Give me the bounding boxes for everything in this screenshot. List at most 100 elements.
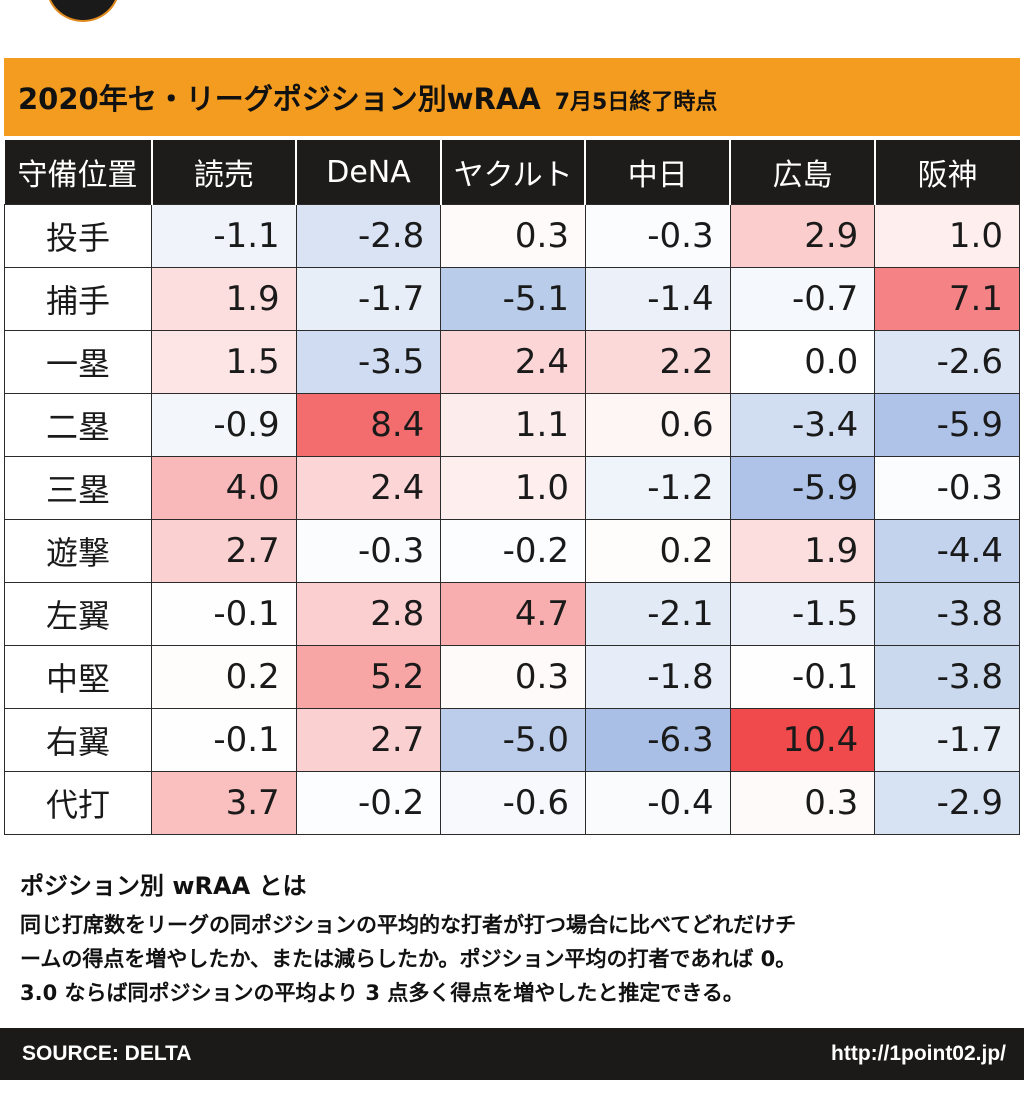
value-cell: -3.8: [874, 582, 1020, 646]
value-cell: -4.4: [874, 519, 1020, 583]
value-cell: -0.3: [295, 519, 442, 583]
value-cell: -3.5: [295, 330, 442, 394]
value-cell: 0.3: [440, 204, 586, 268]
value-cell: 0.6: [584, 393, 731, 457]
value-cell: -0.1: [729, 645, 876, 709]
table-row: 捕手 1.9 -1.7 -5.1 -1.4 -0.7 7.1: [4, 267, 1020, 331]
chart-title: 2020年セ・リーグポジション別wRAA: [18, 82, 541, 116]
value-cell: 2.8: [295, 582, 442, 646]
value-cell: 2.4: [295, 456, 442, 520]
chart-subtitle: 7月5日終了時点: [554, 90, 718, 115]
row-position-label: 二塁: [4, 393, 152, 457]
team-logo: [46, 0, 120, 22]
table-row: 二塁 -0.9 8.4 1.1 0.6 -3.4 -5.9: [4, 393, 1020, 457]
value-cell: -5.9: [729, 456, 876, 520]
value-cell: 10.4: [729, 708, 876, 772]
row-position-label: 代打: [4, 771, 152, 835]
value-cell: 1.1: [440, 393, 586, 457]
header-team: 中日: [585, 140, 732, 205]
header-row: 守備位置 読売 DeNA ヤクルト 中日 広島 阪神: [4, 140, 1020, 205]
value-cell: -3.8: [874, 645, 1020, 709]
header-team: ヤクルト: [440, 140, 587, 205]
value-cell: 2.7: [295, 708, 442, 772]
value-cell: 1.9: [729, 519, 876, 583]
value-cell: 0.0: [729, 330, 876, 394]
value-cell: -0.1: [151, 708, 297, 772]
value-cell: -3.4: [729, 393, 876, 457]
value-cell: -2.1: [584, 582, 731, 646]
value-cell: 0.3: [729, 771, 876, 835]
table-row: 遊撃 2.7 -0.3 -0.2 0.2 1.9 -4.4: [4, 519, 1020, 583]
table-body: 投手 -1.1 -2.8 0.3 -0.3 2.9 1.0 捕手 1.9 -1.7 -5.1 -1.4…: [4, 204, 1020, 835]
header-team: 阪神: [874, 140, 1020, 205]
value-cell: -1.5: [729, 582, 876, 646]
row-position-label: 左翼: [4, 582, 152, 646]
header-team: 広島: [730, 140, 876, 205]
source-label: SOURCE: DELTA: [22, 1042, 192, 1065]
value-cell: -0.4: [584, 771, 731, 835]
value-cell: 2.9: [729, 204, 876, 268]
row-position-label: 右翼: [4, 708, 152, 772]
value-cell: 3.7: [151, 771, 297, 835]
table-row: 一塁 1.5 -3.5 2.4 2.2 0.0 -2.6: [4, 330, 1020, 394]
value-cell: -5.0: [440, 708, 586, 772]
table-row: 代打 3.7 -0.2 -0.6 -0.4 0.3 -2.9: [4, 771, 1020, 835]
value-cell: -0.7: [729, 267, 876, 331]
value-cell: -0.6: [440, 771, 586, 835]
value-cell: -0.3: [584, 204, 731, 268]
header-team: DeNA: [296, 140, 442, 205]
value-cell: 4.0: [151, 456, 297, 520]
value-cell: -1.4: [584, 267, 731, 331]
value-cell: 2.4: [440, 330, 586, 394]
description-line: ームの得点を増やしたか、または減らしたか。ポジション平均の打者であれば 0。: [20, 947, 797, 971]
table-row: 左翼 -0.1 2.8 4.7 -2.1 -1.5 -3.8: [4, 582, 1020, 646]
value-cell: -1.7: [874, 708, 1020, 772]
description-line: 3.0 ならば同ポジションの平均より 3 点多く得点を増やしたと推定できる。: [20, 981, 744, 1005]
description-body: 同じ打席数をリーグの同ポジションの平均的な打者が打つ場合に比べてどれだけチ ーム…: [20, 908, 1010, 1010]
table-row: 三塁 4.0 2.4 1.0 -1.2 -5.9 -0.3: [4, 456, 1020, 520]
row-position-label: 三塁: [4, 456, 152, 520]
row-position-label: 中堅: [4, 645, 152, 709]
value-cell: 4.7: [440, 582, 586, 646]
value-cell: -2.8: [295, 204, 442, 268]
header-position: 守備位置: [4, 140, 153, 205]
row-position-label: 遊撃: [4, 519, 152, 583]
value-cell: 5.2: [295, 645, 442, 709]
value-cell: -0.2: [440, 519, 586, 583]
value-cell: -0.9: [151, 393, 297, 457]
value-cell: -1.1: [151, 204, 297, 268]
source-url[interactable]: http://1point02.jp/: [831, 1042, 1006, 1065]
row-position-label: 投手: [4, 204, 152, 268]
value-cell: -6.3: [584, 708, 731, 772]
header-team: 読売: [151, 140, 298, 205]
value-cell: 8.4: [295, 393, 442, 457]
title-bar: 2020年セ・リーグポジション別wRAA 7月5日終了時点: [4, 58, 1020, 136]
row-position-label: 一塁: [4, 330, 152, 394]
value-cell: -5.1: [440, 267, 586, 331]
description-heading: ポジション別 wRAA とは: [20, 872, 307, 900]
description-line: 同じ打席数をリーグの同ポジションの平均的な打者が打つ場合に比べてどれだけチ: [20, 913, 797, 937]
value-cell: -2.6: [874, 330, 1020, 394]
value-cell: 0.2: [151, 645, 297, 709]
table-row: 投手 -1.1 -2.8 0.3 -0.3 2.9 1.0: [4, 204, 1020, 268]
wraa-table: 守備位置 読売 DeNA ヤクルト 中日 広島 阪神 投手 -1.1 -2.8 0.3…: [4, 140, 1020, 835]
table-row: 右翼 -0.1 2.7 -5.0 -6.3 10.4 -1.7: [4, 708, 1020, 772]
value-cell: -0.3: [874, 456, 1020, 520]
value-cell: 7.1: [874, 267, 1020, 331]
value-cell: -1.8: [584, 645, 731, 709]
value-cell: -1.2: [584, 456, 731, 520]
value-cell: 1.5: [151, 330, 297, 394]
value-cell: 1.0: [874, 204, 1020, 268]
value-cell: 2.7: [151, 519, 297, 583]
value-cell: -2.9: [874, 771, 1020, 835]
value-cell: 1.9: [151, 267, 297, 331]
value-cell: 0.2: [584, 519, 731, 583]
value-cell: -1.7: [295, 267, 442, 331]
value-cell: -0.1: [151, 582, 297, 646]
table-row: 中堅 0.2 5.2 0.3 -1.8 -0.1 -3.8: [4, 645, 1020, 709]
value-cell: 2.2: [584, 330, 731, 394]
row-position-label: 捕手: [4, 267, 152, 331]
value-cell: -5.9: [874, 393, 1020, 457]
footer-bar: SOURCE: DELTA http://1point02.jp/: [0, 1028, 1024, 1080]
value-cell: 0.3: [440, 645, 586, 709]
